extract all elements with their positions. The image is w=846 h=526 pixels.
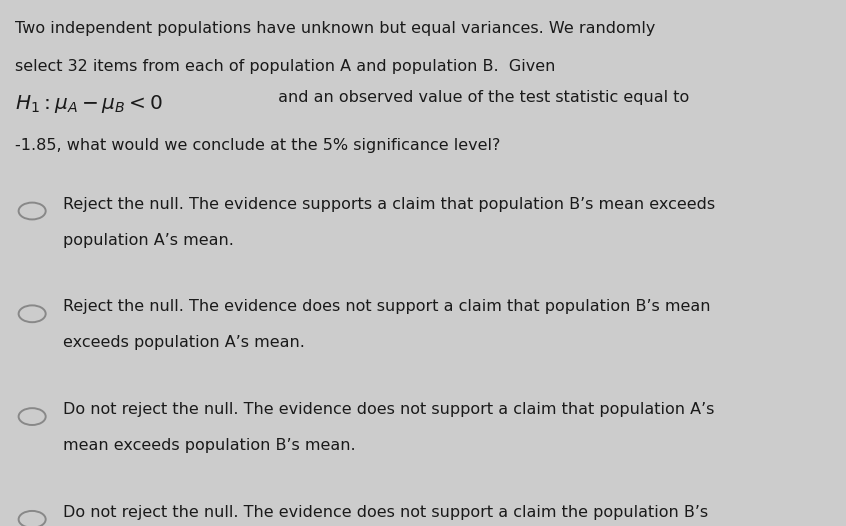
Text: exceeds population A’s mean.: exceeds population A’s mean. (63, 336, 305, 350)
Text: Two independent populations have unknown but equal variances. We randomly: Two independent populations have unknown… (15, 21, 656, 36)
Text: and an observed value of the test statistic equal to: and an observed value of the test statis… (273, 90, 689, 105)
Text: Reject the null. The evidence supports a claim that population B’s mean exceeds: Reject the null. The evidence supports a… (63, 197, 716, 211)
Text: Do not reject the null. The evidence does not support a claim the population B’s: Do not reject the null. The evidence doe… (63, 505, 709, 520)
Text: Do not reject the null. The evidence does not support a claim that population A’: Do not reject the null. The evidence doe… (63, 402, 715, 417)
Text: select 32 items from each of population A and population B.  Given: select 32 items from each of population … (15, 59, 556, 74)
Text: mean exceeds population B’s mean.: mean exceeds population B’s mean. (63, 438, 356, 453)
Text: Reject the null. The evidence does not support a claim that population B’s mean: Reject the null. The evidence does not s… (63, 299, 711, 315)
Text: $H_1 : \mu_A - \mu_B < 0$: $H_1 : \mu_A - \mu_B < 0$ (15, 93, 163, 115)
Text: -1.85, what would we conclude at the 5% significance level?: -1.85, what would we conclude at the 5% … (15, 138, 501, 153)
Text: population A’s mean.: population A’s mean. (63, 232, 234, 248)
